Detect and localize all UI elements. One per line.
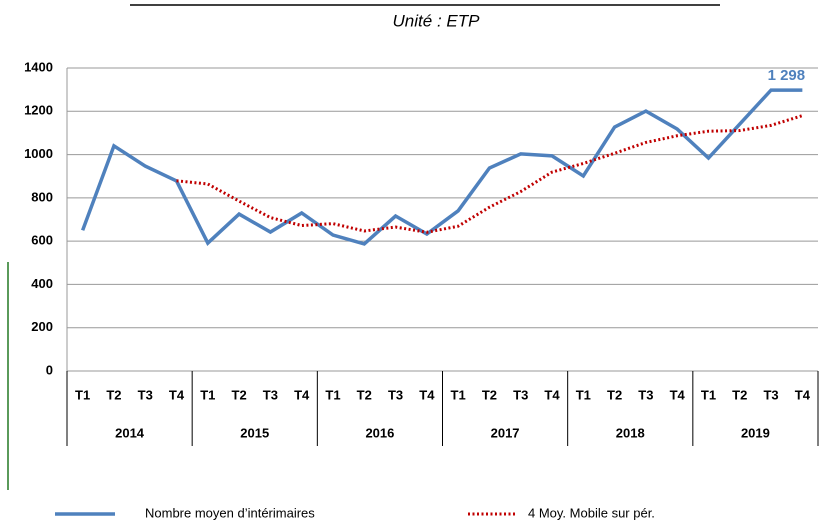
y-tick-label: 400 [31,276,53,291]
x-tick-label: T1 [200,387,215,402]
group-label: 2016 [365,425,394,440]
group-label: 2015 [240,425,269,440]
legend-label: 4 Moy. Mobile sur pér. [528,505,655,520]
x-tick-label: T2 [232,387,247,402]
series-line [176,114,803,234]
x-tick-label: T3 [138,387,153,402]
data-label: 1 298 [768,67,806,84]
x-tick-label: T3 [263,387,278,402]
x-tick-label: T3 [638,387,653,402]
x-tick-label: T1 [451,387,466,402]
x-tick-label: T4 [419,387,435,402]
legend-label: Nombre moyen d’intérimaires [145,505,315,520]
y-tick-label: 600 [31,233,53,248]
y-tick-label: 1000 [24,146,53,161]
x-tick-label: T1 [701,387,716,402]
y-tick-label: 0 [46,362,53,377]
y-tick-label: 800 [31,189,53,204]
group-label: 2018 [616,425,645,440]
x-tick-label: T4 [544,387,560,402]
y-tick-label: 200 [31,319,53,334]
x-tick-label: T2 [482,387,497,402]
x-tick-label: T1 [325,387,340,402]
y-tick-label: 1400 [24,59,53,74]
x-tick-label: T3 [388,387,403,402]
x-tick-label: T4 [169,387,185,402]
x-tick-label: T1 [576,387,591,402]
x-tick-label: T2 [732,387,747,402]
group-label: 2014 [115,425,145,440]
x-tick-label: T4 [294,387,310,402]
x-tick-label: T3 [513,387,528,402]
x-tick-label: T4 [795,387,811,402]
group-label: 2019 [741,425,770,440]
x-tick-label: T4 [670,387,686,402]
x-tick-label: T2 [607,387,622,402]
y-tick-label: 1200 [24,103,53,118]
subtitle: Unité : ETP [393,11,481,30]
group-label: 2017 [491,425,520,440]
x-tick-label: T2 [106,387,121,402]
x-tick-label: T1 [75,387,90,402]
x-tick-label: T2 [357,387,372,402]
series-line [81,88,803,246]
x-tick-label: T3 [763,387,778,402]
